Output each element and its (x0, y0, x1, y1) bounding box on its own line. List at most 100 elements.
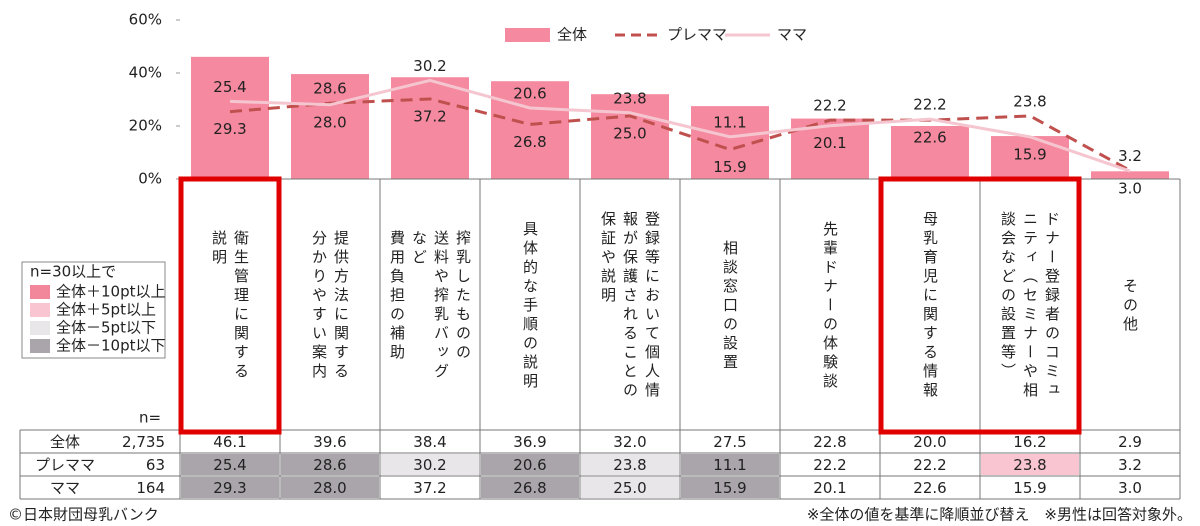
table-cell: 23.8 (1013, 456, 1046, 474)
data-label: 3.0 (1118, 180, 1142, 198)
table-cell: 20.6 (513, 456, 546, 474)
y-tick-label: 20% (129, 117, 162, 135)
cell-highlight (681, 454, 779, 475)
table-cell: 27.5 (713, 433, 746, 451)
table-cell: 32.0 (613, 433, 646, 451)
cell-highlight (181, 477, 279, 498)
row-label: ママ (50, 479, 80, 497)
cell-highlight (581, 477, 679, 498)
bar (991, 136, 1069, 179)
legend-label: プレママ (667, 26, 727, 44)
data-label: 26.8 (513, 133, 546, 151)
table-cell: 20.1 (813, 479, 846, 497)
data-label: 22.6 (913, 129, 946, 147)
legend-label: 全体－5pt以下 (56, 319, 156, 337)
cell-highlight (481, 477, 579, 498)
category-label: 母乳育児に関する情報 (921, 211, 939, 401)
table-cell: 26.8 (513, 479, 546, 497)
data-label: 15.9 (1013, 145, 1046, 163)
legend-swatch (30, 339, 50, 353)
table-cell: 28.6 (313, 456, 346, 474)
table-cell: 37.2 (413, 479, 446, 497)
table-cell: 23.8 (613, 456, 646, 474)
data-label: 30.2 (413, 57, 446, 75)
note: ※全体の値を基準に降順並び替え ※男性は回答対象外。 (807, 506, 1192, 524)
data-label: 11.1 (713, 113, 746, 131)
row-n: 2,735 (122, 433, 165, 451)
category-label: 登録等において個人情 報が保護されることの 保証や説明 (599, 211, 661, 401)
y-tick-label: 0% (138, 170, 162, 188)
row-n: 63 (146, 456, 165, 474)
table-cell: 25.4 (213, 456, 246, 474)
table-cell: 20.0 (913, 433, 946, 451)
cell-highlight (181, 454, 279, 475)
data-label: 22.2 (913, 96, 946, 114)
legend-swatch (30, 321, 50, 335)
legend-title: n=30以上で (30, 263, 116, 281)
bar (491, 81, 569, 179)
table-cell: 2.9 (1118, 433, 1142, 451)
table-cell: 22.2 (913, 456, 946, 474)
legend-swatch (30, 285, 50, 299)
table-cell: 22.8 (813, 433, 846, 451)
table-cell: 39.6 (313, 433, 346, 451)
bar (1091, 171, 1169, 179)
legend-label: 全体＋10pt以上 (56, 283, 166, 301)
legend-label: ママ (777, 26, 807, 44)
table-cell: 46.1 (213, 433, 246, 451)
data-label: 3.2 (1118, 147, 1142, 165)
category-label: 具体的な手順の説明 (521, 220, 539, 392)
legend-label: 全体－10pt以下 (56, 337, 166, 355)
table-cell: 25.0 (613, 479, 646, 497)
category-label: ドナー登録者のコミュ ニティ（セミナーや相 談会などの設置等） (999, 211, 1061, 401)
legend-swatch (30, 303, 50, 317)
row-label: 全体 (50, 433, 80, 451)
category-label: 提供方法に関する 分かりやすい案内 (310, 230, 350, 382)
cell-highlight (681, 477, 779, 498)
cell-highlight (281, 477, 379, 498)
data-label: 28.0 (313, 113, 346, 131)
data-label: 29.3 (213, 120, 246, 138)
data-label: 20.6 (513, 84, 546, 102)
data-label: 28.6 (313, 80, 346, 98)
row-label: プレママ (35, 456, 95, 474)
data-label: 20.1 (813, 134, 846, 152)
source: ©日本財団母乳バンク (8, 506, 159, 524)
bar (891, 126, 969, 179)
row-n: 164 (136, 479, 165, 497)
cell-highlight (981, 454, 1079, 475)
legend-label: 全体 (557, 26, 587, 44)
table-cell: 38.4 (413, 433, 446, 451)
data-label: 37.2 (413, 107, 446, 125)
category-label: 相談窓口の設置 (721, 239, 739, 373)
cell-highlight (581, 454, 679, 475)
data-label: 23.8 (613, 89, 646, 107)
data-label: 25.4 (213, 78, 246, 96)
series-line (229, 97, 1131, 172)
y-tick-label: 60% (129, 11, 162, 29)
table-cell: 28.0 (313, 479, 346, 497)
bar (591, 94, 669, 179)
category-label: その他 (1121, 277, 1139, 335)
series-line (229, 78, 1131, 173)
table-cell: 22.2 (813, 456, 846, 474)
table-cell: 29.3 (213, 479, 246, 497)
highlight-box (178, 176, 282, 435)
table-cell: 15.9 (1013, 479, 1046, 497)
category-label: 衛生管理に関する 説明 (210, 230, 250, 382)
table-cell: 30.2 (413, 456, 446, 474)
data-label: 15.9 (713, 158, 746, 176)
table-cell: 3.0 (1118, 479, 1142, 497)
bar (391, 77, 469, 179)
cell-highlight (381, 454, 479, 475)
data-label: 25.0 (613, 124, 646, 142)
table-cell: 16.2 (1013, 433, 1046, 451)
bar (191, 56, 269, 179)
cell-highlight (481, 454, 579, 475)
highlight-box (878, 176, 1082, 435)
table-cell: 3.2 (1118, 456, 1142, 474)
category-label: 搾乳したものの 送料や搾乳バッグ など 費用負担の補助 (388, 230, 472, 382)
data-label: 22.2 (813, 97, 846, 115)
